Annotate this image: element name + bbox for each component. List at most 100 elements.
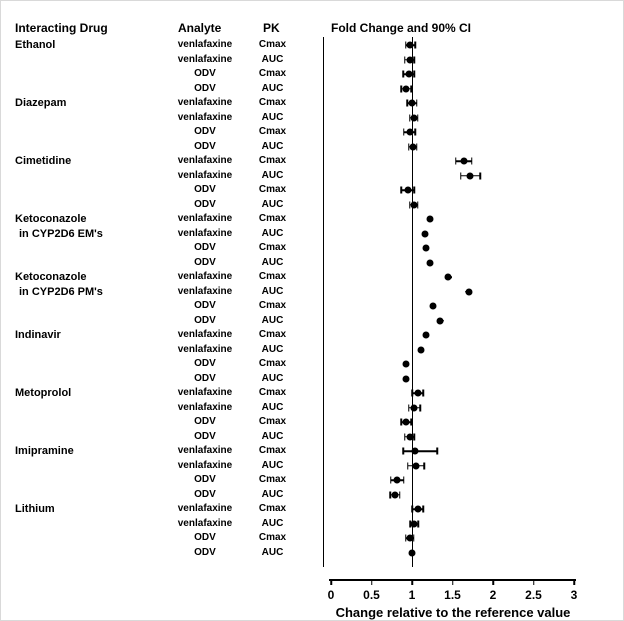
col-header-fold-change: Fold Change and 90% CI	[331, 21, 472, 35]
point-estimate-marker	[466, 172, 474, 180]
forest-row: Cimetidine venlafaxine Cmax	[1, 154, 623, 169]
analyte-label: venlafaxine	[177, 155, 233, 166]
pk-label: Cmax	[258, 474, 287, 485]
pk-label: Cmax	[258, 126, 287, 137]
analyte-label: ODV	[194, 68, 216, 79]
analyte-label: ODV	[194, 126, 216, 137]
forest-row: ODV AUC	[1, 546, 623, 561]
analyte-label: venlafaxine	[177, 445, 233, 456]
ci-cap-high	[410, 418, 412, 426]
pk-label: AUC	[261, 227, 284, 239]
analyte-label: venlafaxine	[177, 39, 233, 50]
ci-cap-low	[389, 491, 391, 499]
ci-cap-low	[411, 505, 413, 513]
forest-row: ODV AUC	[1, 82, 623, 97]
point-estimate-marker	[436, 317, 444, 325]
drug-label: Imipramine	[15, 445, 74, 457]
pk-label: Cmax	[258, 271, 287, 282]
axis-tick	[451, 579, 454, 585]
ci-cap-low	[403, 56, 406, 64]
ci-cap-high	[422, 505, 425, 513]
axis-tick	[411, 579, 413, 585]
point-estimate-marker	[444, 273, 452, 281]
pk-label: Cmax	[258, 387, 287, 398]
analyte-label: venlafaxine	[177, 227, 233, 239]
forest-row: Imipramine venlafaxine Cmax	[1, 444, 623, 459]
ci-cap-high	[419, 404, 421, 412]
ci-cap-high	[479, 172, 481, 180]
axis-tick	[492, 579, 494, 585]
ci-cap-high	[417, 520, 420, 528]
ci-cap-low	[411, 389, 413, 397]
forest-row: ODV Cmax	[1, 415, 623, 430]
ci-cap-low	[402, 447, 404, 455]
forest-row: venlafaxine AUC	[1, 111, 623, 126]
ci-cap-high	[423, 462, 425, 470]
axis-tick-label: 0.5	[363, 588, 380, 602]
point-estimate-marker	[404, 186, 412, 194]
forest-row: ODV Cmax	[1, 183, 623, 198]
pk-label: Cmax	[258, 416, 287, 427]
ci-cap-low	[454, 157, 457, 165]
reference-line	[412, 37, 413, 567]
point-estimate-marker	[410, 114, 418, 122]
analyte-label: venlafaxine	[177, 401, 233, 413]
ci-cap-low	[404, 41, 407, 49]
point-estimate-marker	[426, 215, 434, 223]
forest-row: ODV AUC	[1, 256, 623, 271]
pk-label: Cmax	[258, 503, 287, 514]
point-estimate-marker	[422, 244, 430, 252]
ci-cap-high	[412, 534, 415, 542]
analyte-label: ODV	[194, 372, 216, 384]
point-estimate-marker	[408, 549, 416, 557]
point-estimate-marker	[406, 56, 414, 64]
analyte-label: ODV	[194, 140, 216, 152]
forest-row: ODV Cmax	[1, 125, 623, 140]
analyte-label: venlafaxine	[177, 329, 233, 340]
point-estimate-marker	[422, 331, 430, 339]
forest-row: venlafaxine AUC	[1, 459, 623, 474]
pk-label: AUC	[261, 401, 284, 413]
forest-row: Ketoconazole venlafaxine Cmax	[1, 212, 623, 227]
point-estimate-marker	[410, 404, 418, 412]
point-estimate-marker	[406, 433, 414, 441]
point-estimate-marker	[460, 157, 468, 165]
forest-row: ODV Cmax	[1, 531, 623, 546]
point-estimate-marker	[405, 70, 413, 78]
forest-row: venlafaxine AUC	[1, 401, 623, 416]
point-estimate-marker	[429, 302, 437, 310]
analyte-label: ODV	[194, 488, 216, 500]
col-header-interacting-drug: Interacting Drug	[15, 21, 108, 35]
ci-cap-low	[400, 418, 403, 426]
pk-label: Cmax	[258, 184, 287, 195]
pk-label: AUC	[261, 169, 284, 181]
ci-cap-low	[408, 143, 410, 151]
axis-tick-label: 3	[570, 588, 578, 602]
axis-tick-label: 2.5	[525, 588, 542, 602]
pk-label: AUC	[261, 546, 284, 558]
point-estimate-marker	[406, 128, 414, 136]
analyte-label: venlafaxine	[177, 459, 233, 471]
ci-cap-high	[416, 143, 418, 151]
point-estimate-marker	[406, 41, 414, 49]
point-estimate-marker	[465, 288, 473, 296]
ci-cap-low	[403, 433, 406, 441]
point-estimate-marker	[402, 360, 410, 368]
pk-label: Cmax	[258, 445, 287, 456]
point-estimate-marker	[402, 418, 410, 426]
point-estimate-marker	[402, 85, 410, 93]
analyte-label: ODV	[194, 256, 216, 268]
drug-label: Ketoconazole	[15, 213, 87, 225]
forest-row: venlafaxine AUC	[1, 343, 623, 358]
ci-cap-high	[471, 157, 473, 165]
forest-row: Lithium venlafaxine Cmax	[1, 502, 623, 517]
point-estimate-marker	[408, 99, 416, 107]
analyte-label: ODV	[194, 546, 216, 558]
drug-label: Ketoconazole	[15, 271, 87, 283]
drug-label: Indinavir	[15, 329, 61, 341]
ci-cap-low	[400, 85, 403, 93]
pk-label: Cmax	[258, 358, 287, 369]
point-estimate-marker	[406, 534, 414, 542]
ci-cap-low	[408, 404, 410, 412]
